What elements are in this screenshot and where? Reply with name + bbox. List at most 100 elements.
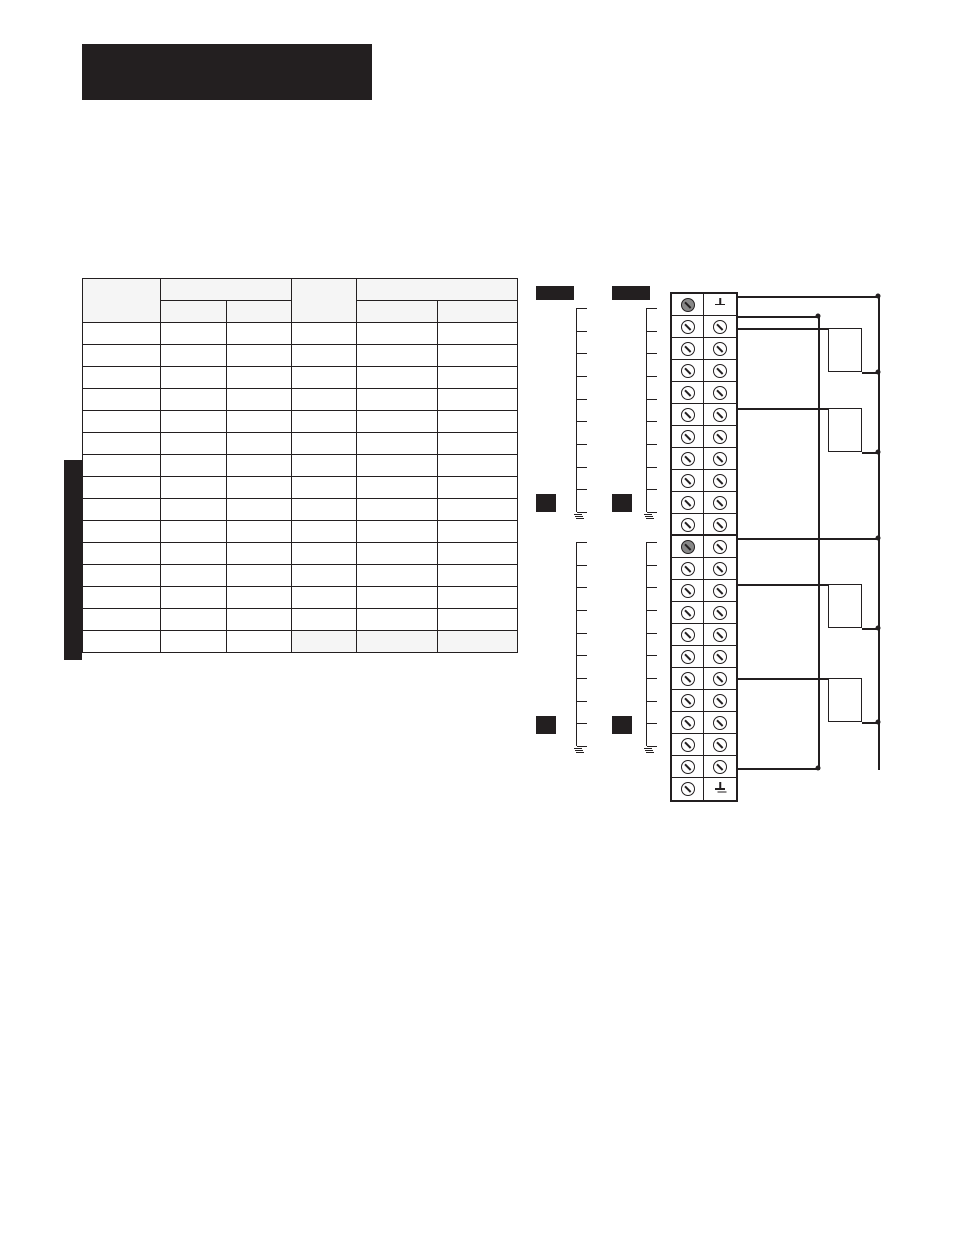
diagram-label	[612, 286, 650, 300]
table-cell	[291, 521, 356, 543]
col-subheader-0	[161, 301, 226, 323]
table-cell	[161, 565, 226, 587]
diagram-label	[536, 286, 574, 300]
table-cell	[437, 455, 517, 477]
terminal-block-upper	[670, 292, 738, 538]
table-cell	[291, 587, 356, 609]
table-cell	[161, 345, 226, 367]
table-cell	[161, 521, 226, 543]
table-cell	[83, 587, 161, 609]
table-cell	[437, 367, 517, 389]
table-cell	[357, 367, 437, 389]
col-subheader-3	[437, 301, 517, 323]
diagram-label	[536, 494, 556, 512]
table-cell	[226, 609, 291, 631]
table-cell	[357, 543, 437, 565]
wire	[738, 328, 828, 330]
wiring-diagram	[528, 280, 888, 800]
table-cell	[161, 587, 226, 609]
wire	[738, 296, 880, 298]
col-subheader-2	[357, 301, 437, 323]
table-cell	[83, 455, 161, 477]
table-cell	[291, 433, 356, 455]
diagram-label	[612, 494, 632, 512]
table-cell	[83, 521, 161, 543]
table-cell	[83, 411, 161, 433]
table-cell	[437, 411, 517, 433]
load-box	[828, 678, 862, 722]
col-header-3	[357, 279, 518, 301]
table-cell	[161, 411, 226, 433]
diagram-label	[612, 716, 632, 734]
col-header-0	[83, 279, 161, 323]
table-cell	[357, 323, 437, 345]
table-cell	[83, 631, 161, 653]
table-cell	[437, 565, 517, 587]
table-cell	[83, 477, 161, 499]
table-cell	[291, 565, 356, 587]
table-cell	[83, 345, 161, 367]
header-black-bar	[82, 44, 372, 100]
table-cell	[291, 411, 356, 433]
load-box	[828, 408, 862, 452]
signal-bracket	[576, 308, 577, 512]
signal-bracket	[646, 542, 647, 746]
junction-dot	[876, 536, 881, 541]
table-cell	[357, 587, 437, 609]
table-cell	[437, 609, 517, 631]
table-cell	[83, 499, 161, 521]
table-cell	[357, 631, 437, 653]
table-cell	[291, 455, 356, 477]
table-cell	[357, 565, 437, 587]
table-cell	[83, 565, 161, 587]
col-header-1	[161, 279, 292, 301]
spec-table-container	[82, 278, 518, 653]
junction-dot	[876, 720, 881, 725]
table-cell	[226, 477, 291, 499]
table-cell	[357, 345, 437, 367]
wire	[738, 768, 820, 770]
table-cell	[226, 345, 291, 367]
table-cell	[226, 521, 291, 543]
table-cell	[291, 323, 356, 345]
table-cell	[161, 499, 226, 521]
table-cell	[357, 411, 437, 433]
table-cell	[161, 389, 226, 411]
table-cell	[357, 499, 437, 521]
table-cell	[437, 521, 517, 543]
table-cell	[437, 631, 517, 653]
table-cell	[226, 631, 291, 653]
table-cell	[291, 345, 356, 367]
table-cell	[83, 433, 161, 455]
table-cell	[291, 499, 356, 521]
spec-table	[82, 278, 518, 653]
table-cell	[291, 631, 356, 653]
table-cell	[226, 565, 291, 587]
table-cell	[226, 323, 291, 345]
table-cell	[437, 477, 517, 499]
table-cell	[161, 323, 226, 345]
wire	[738, 538, 880, 540]
table-cell	[357, 477, 437, 499]
table-cell	[161, 477, 226, 499]
table-cell	[226, 411, 291, 433]
table-cell	[437, 499, 517, 521]
table-cell	[226, 499, 291, 521]
table-cell	[437, 587, 517, 609]
table-cell	[226, 587, 291, 609]
table-cell	[161, 631, 226, 653]
junction-dot	[876, 370, 881, 375]
table-cell	[437, 433, 517, 455]
wire	[738, 678, 828, 680]
table-cell	[357, 521, 437, 543]
diagram-label	[536, 716, 556, 734]
table-cell	[83, 323, 161, 345]
table-cell	[226, 433, 291, 455]
junction-dot	[876, 450, 881, 455]
signal-bracket	[576, 542, 577, 746]
table-cell	[161, 367, 226, 389]
table-cell	[437, 323, 517, 345]
table-cell	[226, 543, 291, 565]
col-header-2	[291, 279, 356, 323]
table-cell	[291, 543, 356, 565]
